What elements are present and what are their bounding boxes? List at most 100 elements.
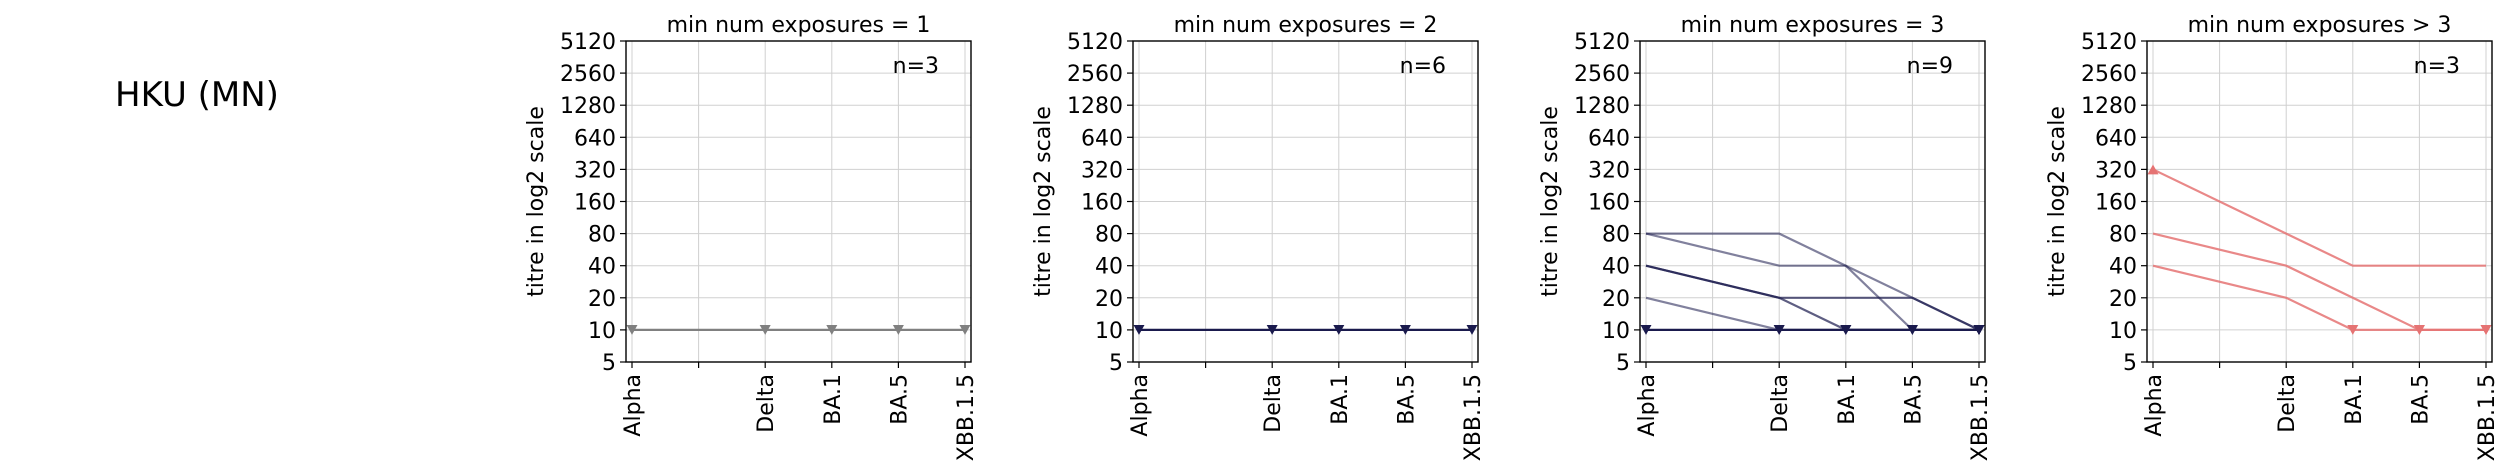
y-tick-label: 2560 [1574,62,1630,87]
x-tick-label: BA.5 [1901,374,1926,425]
y-tick-label: 640 [2095,126,2137,151]
y-tick-label: 5 [602,351,616,376]
data-point-marker [1333,324,1345,335]
x-tick-label: Delta [1768,374,1793,433]
y-axis-label: titre in log2 scale [2045,106,2070,297]
x-tick-label: BA.5 [1394,374,1419,425]
y-tick-label: 10 [1602,319,1630,344]
y-tick-label: 1280 [1574,94,1630,119]
chart-panel-1: 5 10 20 40 80 160 320 640 1280 2560 5120 Alpha Delta… [524,13,979,461]
panel-title: min num exposures = 3 [1681,13,1945,38]
y-tick-label: 40 [588,255,616,280]
y-tick-label: 80 [1602,223,1630,248]
y-tick-label: 160 [574,191,616,216]
x-tick-label: BA.1 [1835,374,1860,425]
data-point-marker [1640,324,1652,335]
y-tick-label: 20 [2109,287,2137,312]
chart-panel-3: 5 10 20 40 80 160 320 640 1280 2560 5120 Alpha Delta… [1538,13,1993,461]
series-line [1646,232,1980,331]
data-point-marker [2147,164,2159,175]
x-tick-label: Delta [754,374,779,433]
y-tick-label: 1280 [1067,94,1123,119]
data-point-marker [2347,324,2359,335]
y-tick-label: 160 [1081,191,1123,216]
y-tick-label: 80 [1095,223,1123,248]
y-tick-label: 10 [2109,319,2137,344]
x-tick-label: Delta [1261,374,1286,433]
y-tick-label: 320 [2095,158,2137,183]
y-tick-label: 20 [1602,287,1630,312]
y-tick-label: 5 [1109,351,1123,376]
y-tick-label: 5 [2123,351,2137,376]
x-tick-label: Alpha [1635,374,1660,437]
x-tick-label: Alpha [1128,374,1153,437]
y-tick-label: 40 [2109,255,2137,280]
y-tick-label: 640 [1081,126,1123,151]
y-tick-label: 320 [1081,158,1123,183]
y-tick-label: 1280 [2081,94,2137,119]
x-tick-label: XBB.1.5 [1968,374,1993,461]
sample-size-label: n=3 [2414,54,2460,79]
y-tick-label: 5120 [1574,30,1630,55]
data-point-marker [626,324,638,335]
data-point-marker [1466,324,1478,335]
y-tick-label: 2560 [2081,62,2137,87]
chart-panel-4: 5 10 20 40 80 160 320 640 1280 2560 5120 Alpha Delta… [2045,13,2500,461]
x-tick-label: BA.1 [2342,374,2367,425]
chart-panels: 5 10 20 40 80 160 320 640 1280 2560 5120 Alpha Delta… [524,13,2500,461]
y-tick-label: 160 [2095,191,2137,216]
data-point-marker [959,324,971,335]
data-point-marker [2480,324,2492,335]
x-tick-label: Alpha [2142,374,2167,437]
x-tick-label: BA.1 [1328,374,1353,425]
y-tick-label: 640 [1588,126,1630,151]
panel-title: min num exposures = 1 [667,13,931,38]
sample-size-label: n=9 [1907,54,1953,79]
data-point-marker [826,324,838,335]
y-tick-label: 160 [1588,191,1630,216]
data-point-marker [1399,324,1411,335]
y-tick-label: 80 [588,223,616,248]
panel-title: min num exposures = 2 [1174,13,1438,38]
y-tick-label: 1280 [560,94,616,119]
data-point-marker [1266,324,1278,335]
data-point-marker [1840,324,1852,335]
y-tick-label: 2560 [1067,62,1123,87]
y-axis-label: titre in log2 scale [1538,106,1563,297]
x-tick-label: XBB.1.5 [2475,374,2500,461]
data-point-marker [892,324,904,335]
y-tick-label: 40 [1602,255,1630,280]
y-tick-label: 5 [1616,351,1630,376]
x-tick-label: BA.5 [887,374,912,425]
x-tick-label: BA.1 [821,374,846,425]
y-tick-label: 20 [588,287,616,312]
data-point-marker [1906,324,1918,335]
y-tick-label: 10 [588,319,616,344]
y-tick-label: 5120 [1067,30,1123,55]
y-tick-label: 2560 [560,62,616,87]
x-tick-label: XBB.1.5 [954,374,979,461]
data-point-marker [1133,324,1145,335]
chart-panel-2: 5 10 20 40 80 160 320 640 1280 2560 5120 Alpha Delta… [1031,13,1486,461]
y-tick-label: 320 [1588,158,1630,183]
data-point-marker [1773,324,1785,335]
x-tick-label: Delta [2275,374,2300,433]
x-tick-label: BA.5 [2408,374,2433,425]
y-tick-label: 5120 [560,30,616,55]
x-tick-label: XBB.1.5 [1461,374,1486,461]
y-axis-label: titre in log2 scale [524,106,549,297]
series-line [1645,232,1979,331]
y-tick-label: 320 [574,158,616,183]
y-tick-label: 5120 [2081,30,2137,55]
panel-title: min num exposures > 3 [2188,13,2452,38]
y-tick-label: 40 [1095,255,1123,280]
sample-size-label: n=6 [1400,54,1446,79]
row-title: HKU (MN) [115,75,279,115]
data-point-marker [2413,324,2425,335]
y-axis-label: titre in log2 scale [1031,106,1056,297]
data-point-marker [759,324,771,335]
series-line [2152,168,2486,267]
sample-size-label: n=3 [893,54,939,79]
data-point-marker [1973,324,1985,335]
